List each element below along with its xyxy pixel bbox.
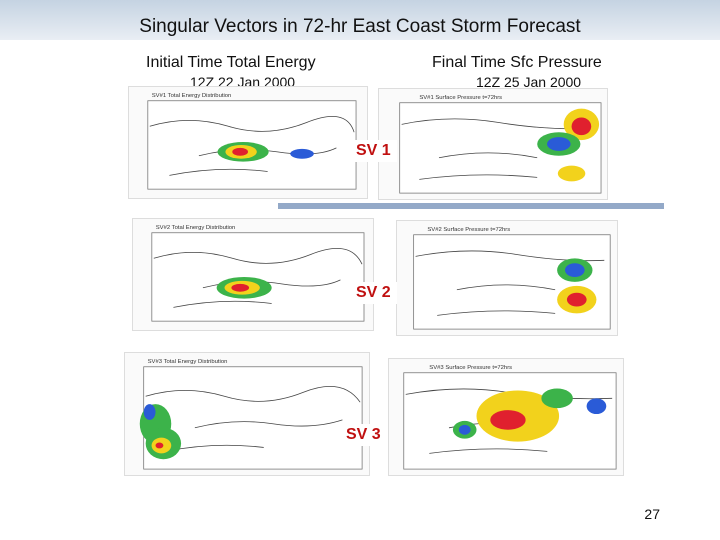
left-column-heading: Initial Time Total Energy <box>146 54 316 71</box>
sv1-initial-caption: SV#1 Total Energy Distribution <box>152 93 232 99</box>
right-column-heading: Final Time Sfc Pressure <box>432 54 602 71</box>
sv2-label: SV 2 <box>350 282 397 304</box>
sv3-initial-energy-map: SV#3 Total Energy Distribution <box>124 352 370 476</box>
sv3-final-caption: SV#3 Surface Pressure t=72hrs <box>429 365 512 371</box>
sv1-initial-map-graphic: SV#1 Total Energy Distribution <box>147 93 357 190</box>
page-number: 27 <box>644 506 660 522</box>
sv2-initial-map-graphic: SV#2 Total Energy Distribution <box>151 225 365 322</box>
sv3-initial-map-graphic: SV#3 Total Energy Distribution <box>139 359 363 470</box>
sv1-final-pressure-map: SV#1 Surface Pressure t=72hrs <box>378 88 608 200</box>
sv1-final-map-graphic: SV#1 Surface Pressure t=72hrs <box>399 95 602 194</box>
sv1-label: SV 1 <box>350 140 397 162</box>
sv2-final-map-graphic: SV#2 Surface Pressure t=72hrs <box>413 227 611 330</box>
sv2-final-pressure-map: SV#2 Surface Pressure t=72hrs <box>396 220 618 336</box>
sv2-final-caption: SV#2 Surface Pressure t=72hrs <box>427 227 510 233</box>
sv2-initial-energy-map: SV#2 Total Energy Distribution <box>132 218 374 331</box>
row-separator <box>278 203 664 209</box>
slide-title: Singular Vectors in 72-hr East Coast Sto… <box>139 16 581 37</box>
right-column-date: 12Z 25 Jan 2000 <box>476 74 582 90</box>
sv1-final-caption: SV#1 Surface Pressure t=72hrs <box>419 95 502 101</box>
sv3-label: SV 3 <box>340 424 387 446</box>
sv2-initial-caption: SV#2 Total Energy Distribution <box>156 225 236 231</box>
sv3-final-pressure-map: SV#3 Surface Pressure t=72hrs <box>388 358 624 476</box>
sv3-final-map-graphic: SV#3 Surface Pressure t=72hrs <box>403 365 617 470</box>
header-bar <box>0 0 720 40</box>
sv1-initial-energy-map: SV#1 Total Energy Distribution <box>128 86 368 199</box>
sv3-initial-caption: SV#3 Total Energy Distribution <box>148 359 228 365</box>
